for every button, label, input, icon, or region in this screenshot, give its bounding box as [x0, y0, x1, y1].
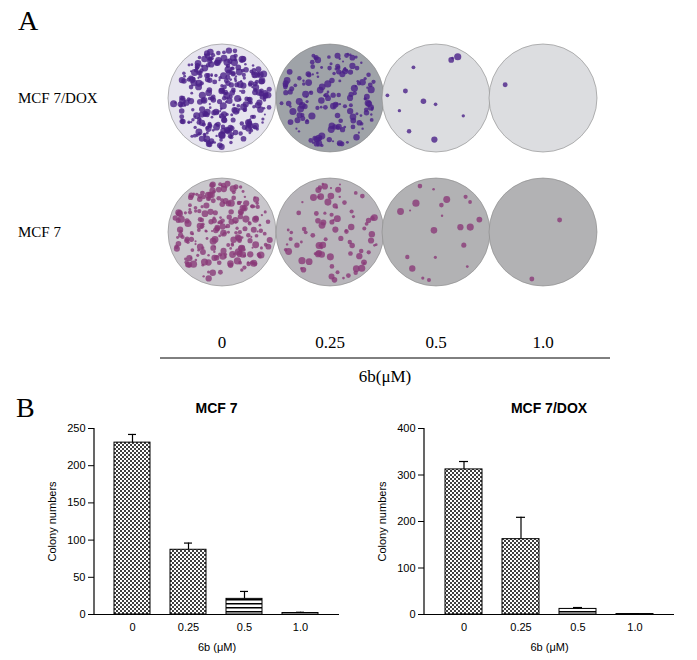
- svg-text:0.5: 0.5: [237, 621, 252, 633]
- html-text:MCF 7: MCF 7: [195, 400, 238, 416]
- svg-text:1.0: 1.0: [627, 621, 642, 633]
- svg-text:150: 150: [67, 496, 85, 508]
- svg-text:Colony numbers: Colony numbers: [46, 481, 58, 562]
- svg-text:6b (μM): 6b (μM): [530, 641, 568, 653]
- svg-text:0: 0: [79, 608, 85, 620]
- svg-text:Colony numbers: Colony numbers: [376, 481, 388, 562]
- svg-text:MCF 7/DOX: MCF 7/DOX: [18, 90, 98, 106]
- svg-text:50: 50: [73, 571, 85, 583]
- svg-text:0.5: 0.5: [425, 333, 446, 352]
- svg-text:300: 300: [397, 469, 415, 481]
- svg-text:A: A: [18, 5, 39, 36]
- svg-text:6b (μM): 6b (μM): [198, 641, 236, 653]
- svg-text:100: 100: [67, 534, 85, 546]
- svg-text:0.25: 0.25: [178, 621, 199, 633]
- svg-text:100: 100: [397, 562, 415, 574]
- svg-text:0.25: 0.25: [315, 333, 345, 352]
- svg-text:MCF 7: MCF 7: [18, 224, 61, 240]
- svg-text:0: 0: [409, 608, 415, 620]
- svg-text:0: 0: [218, 333, 227, 352]
- svg-text:1.0: 1.0: [293, 621, 308, 633]
- svg-text:0: 0: [461, 621, 467, 633]
- svg-text:250: 250: [67, 422, 85, 434]
- svg-text:0.5: 0.5: [570, 621, 585, 633]
- svg-text:200: 200: [397, 515, 415, 527]
- svg-text:1.0: 1.0: [532, 333, 553, 352]
- svg-text:6b(μM): 6b(μM): [359, 367, 412, 386]
- svg-text:0.25: 0.25: [510, 621, 531, 633]
- svg-text:200: 200: [67, 459, 85, 471]
- html-text:MCF 7/DOX: MCF 7/DOX: [510, 400, 588, 416]
- svg-text:0: 0: [129, 621, 135, 633]
- svg-text:400: 400: [397, 422, 415, 434]
- html-text:B: B: [16, 392, 35, 423]
